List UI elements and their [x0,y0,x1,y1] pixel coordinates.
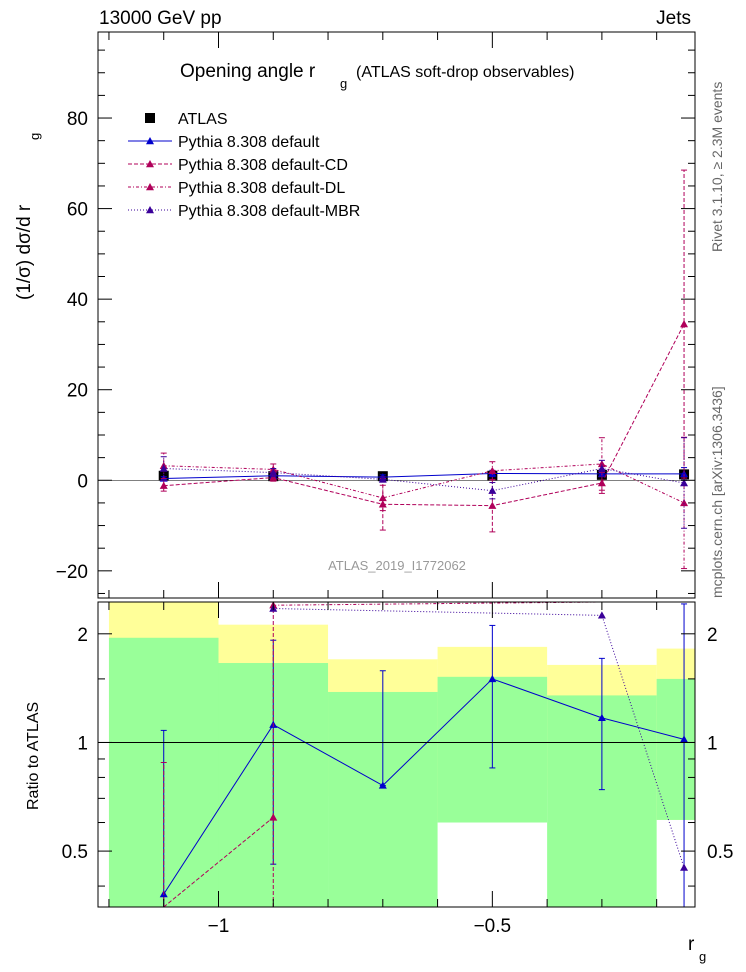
data-point-mbr [597,464,606,472]
analysis-id: ATLAS_2019_I1772062 [328,558,466,573]
y-axis-label-main-text: (1/σ) dσ/d r [14,204,35,300]
series-dl [159,436,689,570]
main-y-tick-label: 20 [67,381,88,402]
legend-entry-dl: Pythia 8.308 default-DL [128,180,345,197]
data-point-cd [597,478,606,487]
ratio-y-ticks: 0.5 0.5 1 1 2 2 [62,625,733,887]
ratio-band-inner [656,678,695,820]
ratio-bands [108,602,695,907]
data-point-mbr [159,464,168,472]
ratio-y-tick-label: 1 [77,733,88,754]
data-point-cd [488,501,497,509]
data-point-cd [680,320,689,328]
y-axis-label-main-subscript: g [27,133,42,140]
ratio-point-cd [269,813,278,821]
x-axis-label: r [688,934,695,955]
main-y-ticks: −20 0 20 40 60 80 [56,49,695,594]
ratio-y-tick-label: 0.5 [62,842,88,863]
ratio-series-group [159,601,689,908]
x-axis-label-subscript: g [699,949,706,964]
series-line-dl [163,463,685,504]
ratio-point-default [488,674,497,683]
legend-entry-default: Pythia 8.308 default [128,134,320,151]
data-point-dl [488,466,497,474]
ratio-line-default [163,678,685,895]
legend-label-dl: Pythia 8.308 default-DL [178,180,345,197]
ratio-y-tick-label-right: 0.5 [707,842,733,863]
legend-label-atlas: ATLAS [178,111,228,128]
data-point-dl [680,498,689,507]
series-mbr [159,437,689,529]
main-y-tick-label: −20 [56,562,88,583]
side-label-rivet: Rivet 3.1.10, ≥ 2.3M events [709,82,725,252]
data-point-mbr [269,468,278,476]
y-axis-label-ratio: Ratio to ATLAS [25,702,42,810]
main-y-tick-label: 0 [77,471,88,492]
main-y-tick-label: 80 [67,109,88,130]
side-label-mcplots: mcplots.cern.ch [arXiv:1306.3436] [709,386,725,598]
plot-title-tail: (ATLAS soft-drop observables) [356,64,574,81]
y-axis-label-main: (1/σ) dσ/d r g [14,133,42,300]
data-point-dl [378,493,387,502]
ratio-y-tick-label: 2 [77,625,88,646]
energy-label: 13000 GeV pp [99,8,222,29]
legend-label-cd: Pythia 8.308 default-CD [178,157,348,174]
data-point-mbr [378,475,387,483]
plot-title-main: Opening angle r [180,61,316,82]
legend-marker-default [146,137,154,145]
series-cd [159,169,689,533]
main-y-tick-label: 60 [67,200,88,221]
legend-entry-mbr: Pythia 8.308 default-MBR [128,203,360,220]
x-ticks: −1 −0.5 [108,32,658,937]
x-tick-label: −0.5 [474,916,512,937]
series-line-cd [163,323,685,507]
plot-title: Opening angle r [180,61,316,82]
data-point-cd [269,473,278,481]
ratio-point-default [378,781,387,789]
data-point-cd [159,481,168,489]
legend-entry-atlas: ATLAS [145,111,228,128]
legend-label-mbr: Pythia 8.308 default-MBR [178,203,360,220]
plot-title-subscript: g [340,76,347,91]
main-y-tick-label: 40 [67,290,88,311]
legend-entry-cd: Pythia 8.308 default-CD [128,157,348,174]
legend-marker-atlas [145,113,155,123]
series-line-default [163,472,685,479]
process-label: Jets [656,8,691,29]
data-point-dl [597,459,606,468]
ratio-point-mbr [680,863,689,871]
main-panel-frame [97,31,696,599]
main-series-group [158,169,690,570]
ratio-y-tick-label-right: 1 [707,733,718,754]
legend-marker-mbr [146,206,154,214]
ratio-panel-frame [97,601,696,908]
legend: ATLAS Pythia 8.308 default Pythia 8.308 de… [128,111,360,220]
data-point-mbr [488,486,497,494]
ratio-y-tick-label-right: 2 [707,625,718,646]
x-tick-label: −1 [208,916,230,937]
legend-label-default: Pythia 8.308 default [178,134,320,151]
data-point-mbr [680,478,689,487]
ratio-point-default [597,713,606,722]
ratio-point-default [680,735,689,743]
legend-marker-dl [146,183,154,191]
legend-marker-cd [146,160,154,168]
ratio-line-cd [163,816,274,908]
data-point-cd [378,500,387,508]
ratio-point-mbr [597,611,606,619]
